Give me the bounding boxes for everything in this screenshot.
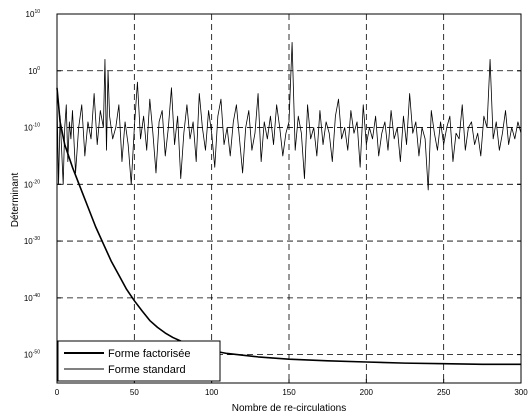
y-tick-base: 10	[26, 10, 35, 19]
y-tick-label: 100	[28, 66, 40, 76]
x-axis-title: Nombre de re-circulations	[232, 403, 347, 414]
y-tick-base: 10	[28, 67, 37, 76]
y-tick-base: 10	[24, 351, 33, 360]
y-tick-base: 10	[24, 124, 33, 133]
y-tick-exponent: 0	[37, 66, 40, 72]
y-tick-base: 10	[24, 180, 33, 189]
y-tick-exponent: -40	[33, 293, 40, 299]
y-tick-label: 10-10	[24, 123, 40, 133]
x-tick-label: 150	[282, 388, 296, 397]
y-tick-base: 10	[24, 294, 33, 303]
legend-label-standard: Forme standard	[108, 364, 186, 376]
y-tick-label: 10-50	[24, 350, 40, 360]
x-tick-label: 200	[360, 388, 374, 397]
y-tick-exponent: 10	[34, 9, 40, 15]
y-axis-title: Déterminant	[10, 173, 21, 228]
x-tick-label: 0	[55, 388, 60, 397]
x-tick-label: 250	[437, 388, 451, 397]
x-tick-label: 100	[205, 388, 219, 397]
y-tick-base: 10	[24, 237, 33, 246]
y-tick-label: 10-40	[24, 293, 40, 303]
x-tick-label: 300	[514, 388, 528, 397]
legend: Forme factorisée Forme standard	[57, 340, 221, 382]
y-tick-label: 1010	[26, 9, 41, 19]
x-tick-label: 50	[130, 388, 139, 397]
y-tick-exponent: -20	[33, 179, 40, 185]
legend-box	[57, 340, 221, 382]
y-tick-exponent: -10	[33, 123, 40, 129]
series-line-forme-standard	[56, 41, 522, 191]
y-tick-label: 10-30	[24, 236, 40, 246]
legend-label-factorisee: Forme factorisée	[108, 348, 191, 360]
y-tick-label: 10-20	[24, 179, 40, 189]
grid	[57, 14, 521, 383]
y-tick-exponent: -30	[33, 236, 40, 242]
series-layer	[56, 41, 522, 366]
y-tick-exponent: -50	[33, 350, 40, 356]
series-line-forme-factorisee	[56, 87, 521, 366]
